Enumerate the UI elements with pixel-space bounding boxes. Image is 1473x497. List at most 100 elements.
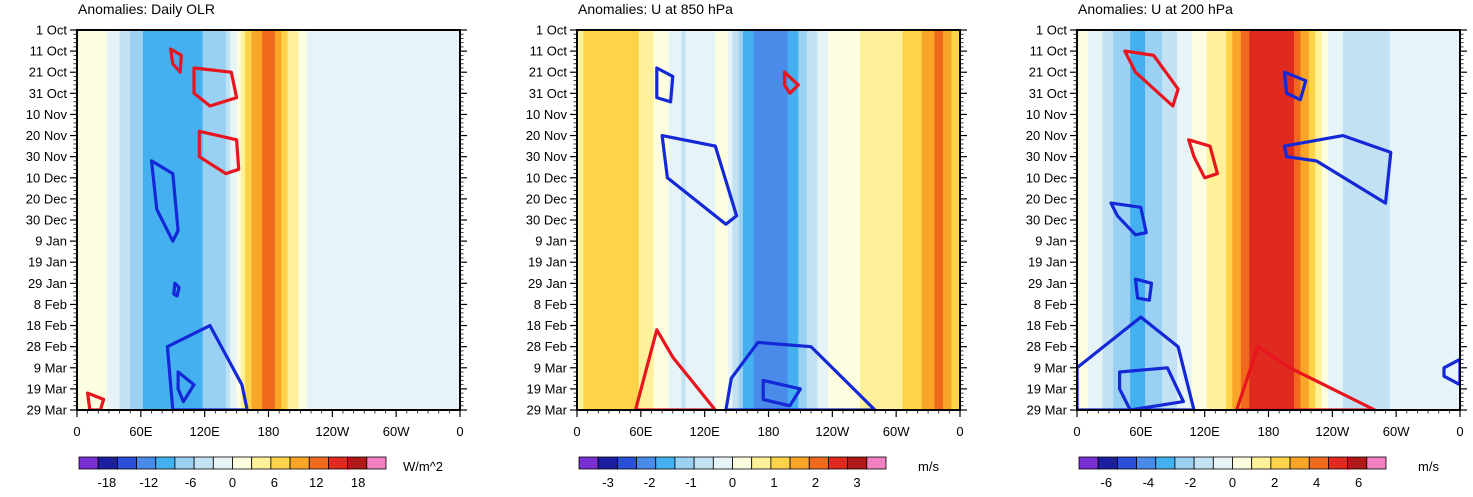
y-tick-label: 29 Mar [27,403,68,418]
field-column [274,30,278,410]
field-column [1185,30,1189,410]
field-column [1291,30,1295,410]
field-column [1453,30,1457,410]
field-column [938,30,942,410]
x-tick-label: 120E [189,424,220,439]
x-tick-label: 120E [1189,424,1220,439]
field-column [406,30,410,410]
x-tick-label: 120E [689,424,720,439]
field-column [1236,30,1240,410]
x-tick-label: 0 [956,424,963,439]
field-column [445,30,448,410]
field-column [1451,30,1455,410]
field-column [813,30,816,410]
field-column [102,30,106,410]
blue-contour [1442,357,1460,387]
field-column [119,30,123,410]
field-column [738,30,742,410]
field-column [257,30,261,410]
field-column [1404,30,1408,410]
y-tick-label: 20 Nov [1026,128,1068,143]
field-column [1106,30,1110,410]
y-tick-label: 1 Oct [36,23,67,38]
y-tick-label: 29 Jan [28,276,67,291]
colorbar-label: -12 [139,475,158,490]
field-column [606,30,610,410]
contours [633,66,877,410]
field-column [764,30,767,410]
colorbar-swatch [1116,456,1137,470]
field-column [140,30,144,410]
field-column [1189,30,1193,410]
field-column [1366,30,1370,410]
field-column [87,30,91,410]
field-column [1296,30,1299,410]
field-column [842,30,846,410]
y-tick-label: 18 Feb [1027,318,1067,333]
field-column [100,30,104,410]
field-column [1359,30,1363,410]
field-column [138,30,142,410]
field-column [936,30,940,410]
field-column [1430,30,1433,410]
field-column [855,30,859,410]
field-column [319,30,323,410]
field-column [1353,30,1357,410]
field-column [649,30,653,410]
field-column [1159,30,1163,410]
field-column [723,30,727,410]
y-tick-label: 21 Oct [529,65,568,80]
y-tick-label: 29 Mar [1027,403,1068,418]
y-tick-label: 31 Oct [1029,86,1068,101]
y-tick-label: 10 Dec [26,170,68,185]
field-column [772,30,776,410]
field-column [1204,30,1208,410]
x-tick-label: 180 [258,424,280,439]
colorbar-swatch [1155,456,1176,470]
field-column [372,30,376,410]
field-column [79,30,82,410]
field-column [1162,30,1165,410]
field-column [1145,30,1148,410]
field-column [191,30,195,410]
red-contour [1123,49,1180,108]
colorbar-label: 12 [309,475,323,490]
field-column [659,30,663,410]
field-column [751,30,755,410]
blue-contour [149,159,180,243]
field-column [357,30,361,410]
field-column [351,30,355,410]
field-column [1170,30,1174,410]
blue-contour [660,134,739,226]
x-tick-label: 60E [629,424,652,439]
field-column [434,30,438,410]
shaded-field [577,30,960,410]
field-column [1247,30,1250,410]
field-column [1100,30,1104,410]
field-column [596,30,599,410]
field-column [453,30,457,410]
y-tick-label: 20 Dec [526,191,568,206]
field-column [283,30,287,410]
field-column [591,30,595,410]
y-tick-label: 8 Feb [34,297,67,312]
field-column [745,30,748,410]
field-column [623,30,627,410]
field-column [1364,30,1367,410]
field-column [1447,30,1450,410]
field-column [836,30,840,410]
field-column [917,30,921,410]
field-column [1166,30,1170,410]
colorbar-label: 3 [853,475,860,490]
field-column [1172,30,1176,410]
y-tick-label: 9 Mar [34,360,68,375]
colorbar-label: 1 [770,475,777,490]
field-column [689,30,693,410]
field-column [1279,30,1282,410]
field-column [1194,30,1197,410]
field-column [634,30,638,410]
y-tick-label: 28 Feb [27,339,67,354]
field-column [300,30,304,410]
field-column [1266,30,1270,410]
field-column [640,30,644,410]
